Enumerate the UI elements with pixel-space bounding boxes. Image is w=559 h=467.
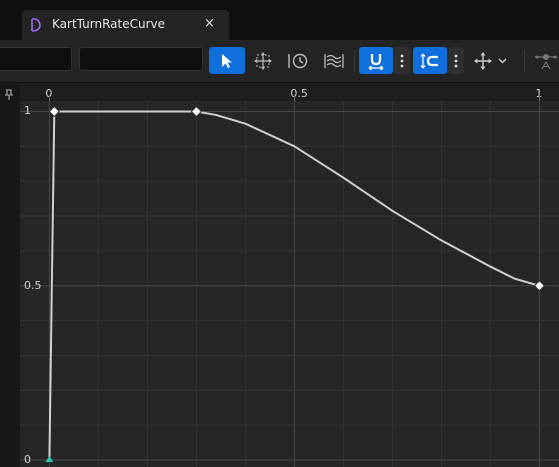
retime-icon — [287, 51, 309, 71]
value-snap-toggle[interactable] — [413, 47, 447, 74]
magnet-time-icon — [366, 51, 386, 71]
time-snap-toggle[interactable] — [359, 47, 393, 74]
framing-dropdown-button[interactable] — [470, 47, 512, 74]
y-tick-label: 0.5 — [24, 279, 42, 292]
wave-stack-icon — [323, 51, 345, 71]
x-tick-label: 0.5 — [290, 87, 308, 100]
curve-graph-area[interactable] — [20, 101, 559, 467]
move-arrows-icon — [473, 51, 509, 71]
key-point[interactable] — [534, 281, 544, 291]
value-snap-options-button[interactable] — [448, 47, 464, 74]
transform-icon — [253, 51, 273, 71]
vertical-dots-icon — [400, 54, 404, 68]
y-tick-label: 1 — [24, 104, 31, 117]
transform-tool-button[interactable] — [250, 47, 276, 74]
vertical-dots-icon — [454, 54, 458, 68]
key-point[interactable] — [49, 107, 59, 117]
tab-bar: KartTurnRateCurve × — [0, 0, 559, 40]
key-point[interactable] — [191, 107, 201, 117]
tab-label: KartTurnRateCurve — [52, 17, 165, 31]
time-ruler[interactable]: 0 0.5 1 — [20, 83, 559, 101]
toolbar-separator — [354, 50, 355, 72]
retime-tool-button[interactable] — [285, 47, 311, 74]
tangent-icon — [533, 50, 559, 72]
curve-tree-collapsed-panel — [0, 83, 20, 467]
cursor-arrow-icon — [220, 53, 234, 69]
toolbar-separator — [524, 50, 525, 72]
key-value-field[interactable] — [79, 47, 203, 71]
select-tool-button[interactable] — [209, 47, 245, 74]
close-icon[interactable]: × — [204, 16, 215, 31]
pin-icon[interactable] — [4, 89, 14, 101]
curve-editor-toolbar — [0, 40, 559, 83]
y-tick-label: 0 — [24, 453, 31, 466]
curve-graph[interactable] — [20, 101, 559, 467]
key-point-selected[interactable] — [45, 456, 53, 462]
key-time-field[interactable] — [0, 47, 72, 71]
curve-asset-icon — [28, 17, 44, 37]
time-snap-options-button[interactable] — [394, 47, 410, 74]
tab-kart-turn-rate-curve[interactable]: KartTurnRateCurve × — [22, 10, 229, 40]
magnet-value-icon — [419, 51, 441, 71]
multi-scale-tool-button[interactable] — [321, 47, 347, 74]
tangent-options-button[interactable] — [531, 47, 559, 74]
